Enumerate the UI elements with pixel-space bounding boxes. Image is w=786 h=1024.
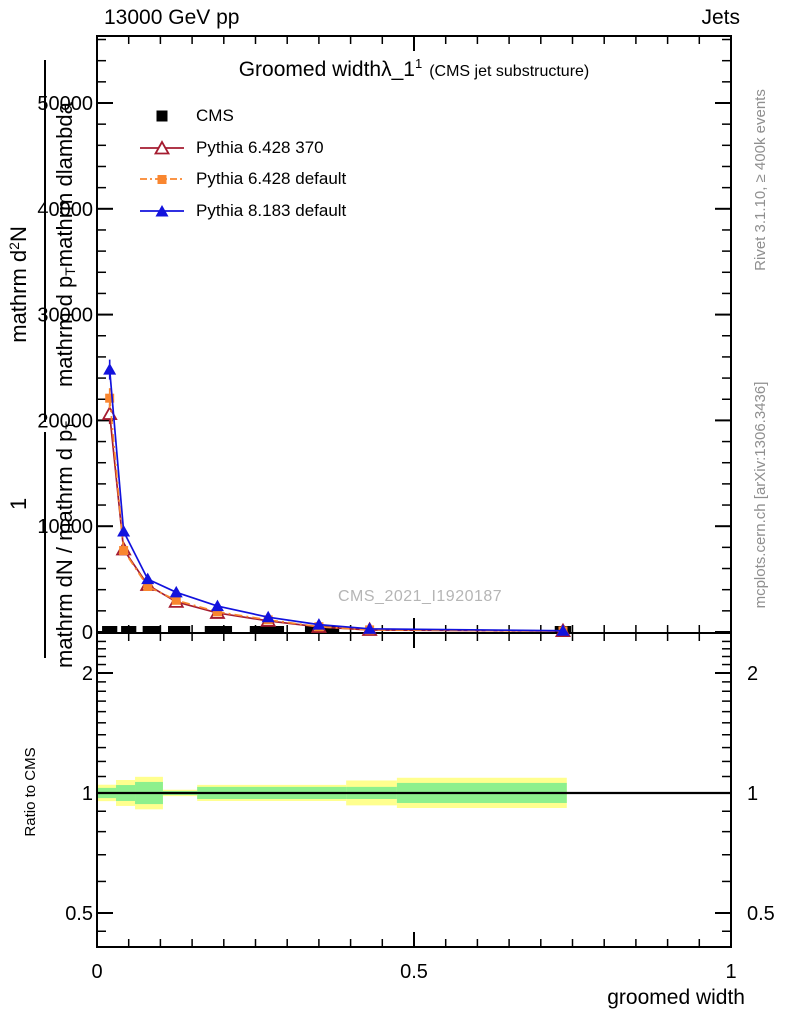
- fraction-bar: [44, 60, 46, 422]
- legend-item-cms: CMS: [140, 105, 234, 127]
- plot-title-subtitle: (CMS jet substructure): [429, 63, 590, 80]
- svg-text:0.5: 0.5: [400, 961, 428, 983]
- analysis-id-watermark: CMS_2021_I1920187: [338, 588, 503, 605]
- cms-marker-icon: [140, 106, 184, 126]
- svg-text:0.5: 0.5: [747, 903, 775, 925]
- plot-title: Groomed widthλ_11 (CMS jet substructure): [97, 56, 731, 82]
- svg-text:50000: 50000: [37, 93, 93, 115]
- y-axis-title-den-left: mathrm dN / mathrm d p: [52, 429, 77, 668]
- filled-triangle-marker-icon: [140, 201, 184, 221]
- legend-label: Pythia 8.183 default: [196, 201, 347, 220]
- y-axis-title-n: N: [6, 226, 31, 243]
- beam-energy-label: 13000 GeV pp: [104, 6, 240, 29]
- mcplots-reference-note: mcplots.cern.ch [arXiv:1306.3436]: [752, 381, 769, 609]
- svg-text:1: 1: [82, 783, 93, 805]
- svg-text:20000: 20000: [37, 410, 93, 432]
- plot-title-lambda: λ_1: [381, 58, 415, 81]
- svg-text:10000: 10000: [37, 516, 93, 538]
- svg-text:40000: 40000: [37, 199, 93, 221]
- svg-text:0: 0: [82, 622, 93, 644]
- y-axis-title-sup: 2: [6, 242, 22, 250]
- y-axis-title-one: 1: [6, 497, 31, 510]
- legend-label: Pythia 6.428 370: [196, 138, 324, 157]
- svg-text:2: 2: [747, 663, 758, 685]
- y-axis-title-d2n: mathrm d: [6, 249, 31, 343]
- legend-item-pythia6-370: Pythia 6.428 370: [140, 137, 324, 159]
- legend-item-pythia8-default: Pythia 8.183 default: [140, 200, 346, 222]
- fraction-bar: [44, 432, 46, 658]
- rivet-version-note: Rivet 3.1.10, ≥ 400k events: [752, 89, 769, 271]
- plot-title-text: Groomed width: [238, 58, 382, 81]
- y-axis-title-den-lambda: mathrm dlambda: [52, 102, 77, 268]
- ratio-axis-title: Ratio to CMS: [22, 747, 39, 837]
- filled-square-marker-icon: [140, 169, 184, 189]
- legend-label: Pythia 6.428 default: [196, 169, 347, 188]
- svg-text:30000: 30000: [37, 305, 93, 327]
- svg-text:2: 2: [82, 663, 93, 685]
- y-axis-title-sub-t: T: [62, 421, 78, 430]
- x-axis-title: groomed width: [607, 986, 745, 1009]
- svg-text:1: 1: [747, 783, 758, 805]
- open-triangle-marker-icon: [140, 138, 184, 158]
- svg-text:1: 1: [725, 961, 736, 983]
- analysis-group-label: Jets: [701, 6, 740, 29]
- svg-text:0.5: 0.5: [65, 903, 93, 925]
- y-axis-title-den-right: mathrm d p: [52, 275, 77, 388]
- svg-text:0: 0: [91, 961, 102, 983]
- legend-item-pythia6-default: Pythia 6.428 default: [140, 168, 346, 190]
- y-axis-title-sub-t: T: [62, 267, 78, 276]
- plot-title-superscript: 1: [414, 56, 423, 71]
- legend-label: CMS: [196, 106, 234, 125]
